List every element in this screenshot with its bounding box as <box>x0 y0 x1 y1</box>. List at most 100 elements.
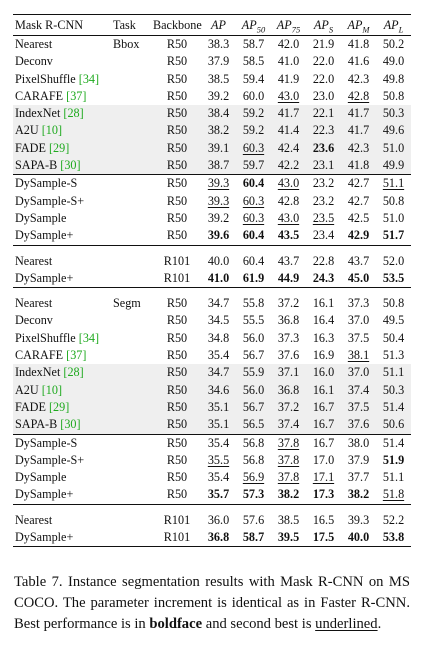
value-text: 37.7 <box>347 470 370 485</box>
cell-value: 35.7 <box>201 486 236 504</box>
cell-value: 43.0 <box>271 174 306 193</box>
cell-value: 16.0 <box>306 364 341 382</box>
cell-value: 59.7 <box>236 157 271 175</box>
value-text: 17.5 <box>312 530 335 545</box>
value-text: 41.4 <box>277 123 300 138</box>
value-text: 38.5 <box>277 512 300 527</box>
value-text: 37.1 <box>277 365 300 380</box>
cell-task <box>113 253 153 270</box>
value-text: 51.3 <box>382 348 405 363</box>
value-text: 23.4 <box>312 228 335 243</box>
cell-value: 17.0 <box>306 452 341 469</box>
table-row: SAPA-B [30] R50 38.7 59.7 42.2 23.1 41.8 49.9 <box>13 157 411 175</box>
cell-value: 22.0 <box>306 71 341 88</box>
cell-value: 42.3 <box>341 139 376 158</box>
value-text: 42.0 <box>277 37 300 51</box>
cell-backbone: R50 <box>166 348 188 363</box>
value-text: 49.9 <box>382 158 405 173</box>
cell-value: 37.8 <box>271 469 306 486</box>
cell-value: 37.5 <box>341 330 376 347</box>
value-text: 50.3 <box>382 106 405 121</box>
cell-value: 53.5 <box>376 270 411 288</box>
value-text: 56.9 <box>242 470 265 485</box>
method-name: Nearest <box>15 296 53 311</box>
cell-method: A2U [10] <box>13 122 113 140</box>
cell-value: 58.7 <box>236 36 271 54</box>
table-row: IndexNet [28] R50 38.4 59.2 41.7 22.1 41.7 50.3 <box>13 105 411 123</box>
cell-value: 55.8 <box>236 295 271 312</box>
value-text: 35.4 <box>207 470 230 485</box>
value-text: 21.9 <box>312 37 335 51</box>
method-name: A2U <box>15 382 42 397</box>
citation-link[interactable]: [29] <box>48 140 70 155</box>
method-name: Deconv <box>15 54 53 69</box>
value-text: 53.5 <box>382 270 405 285</box>
group-gap <box>13 503 411 512</box>
group-gap-cell <box>13 244 411 253</box>
value-text: 37.8 <box>277 435 300 450</box>
method-name: DySample-S <box>15 435 78 450</box>
citation-link[interactable]: [30] <box>60 417 81 432</box>
cell-value: 37.3 <box>271 330 306 347</box>
cell-value: 51.8 <box>376 486 411 504</box>
cell-task <box>113 105 153 123</box>
citation-link[interactable]: [10] <box>41 382 63 397</box>
citation-link[interactable]: [28] <box>63 106 84 121</box>
cell-value: 16.7 <box>306 398 341 417</box>
cell-value: 37.8 <box>271 433 306 452</box>
cell-value: 38.5 <box>201 71 236 88</box>
citation-link[interactable]: [10] <box>41 123 63 138</box>
citation-link[interactable]: [28] <box>63 365 84 380</box>
cell-backbone: R50 <box>166 313 188 328</box>
value-text: 52.2 <box>382 512 405 527</box>
cell-value: 41.7 <box>341 122 376 140</box>
header-method: Mask R-CNN <box>13 14 113 36</box>
value-text: 38.2 <box>207 123 230 138</box>
value-text: 42.7 <box>347 193 370 208</box>
cell-task <box>113 270 153 288</box>
value-text: 17.1 <box>312 470 335 485</box>
header-apl-sub: L <box>398 24 404 35</box>
cell-task <box>113 88 153 105</box>
cell-value: 50.3 <box>376 105 411 123</box>
cell-value: 55.9 <box>236 364 271 382</box>
citation-link[interactable]: [37] <box>66 348 87 363</box>
table-row: PixelShuffle [34] R50 34.8 56.0 37.3 16.3 37.5… <box>13 330 411 347</box>
citation-link[interactable]: [37] <box>66 88 87 103</box>
cell-task <box>113 193 153 210</box>
value-text: 36.8 <box>277 313 300 328</box>
group-gap <box>13 287 411 296</box>
citation-link[interactable]: [30] <box>60 158 81 173</box>
cell-value: 42.4 <box>271 139 306 158</box>
cell-method: DySample+ <box>13 227 113 245</box>
value-text: 58.7 <box>242 37 265 51</box>
value-text: 37.6 <box>347 417 370 432</box>
cell-task <box>113 210 153 227</box>
cell-value: 37.0 <box>341 364 376 382</box>
value-text: 44.9 <box>277 270 300 285</box>
citation-link[interactable]: [34] <box>78 330 100 345</box>
value-text: 42.7 <box>347 176 370 191</box>
header-ap75: AP75 <box>271 14 306 36</box>
cell-backbone: R50 <box>153 174 201 193</box>
cell-method: PixelShuffle [34] <box>13 330 113 347</box>
method-name: DySample+ <box>15 530 74 545</box>
cell-backbone: R50 <box>153 364 201 382</box>
value-text: 23.0 <box>312 88 335 103</box>
value-text: 39.3 <box>207 193 230 208</box>
cell-backbone: R50 <box>153 398 201 417</box>
cell-value: 17.3 <box>306 486 341 504</box>
value-text: 17.0 <box>312 452 335 467</box>
cell-method: SAPA-B [30] <box>13 416 113 435</box>
header-aps-main: AP <box>313 18 329 32</box>
cell-task <box>113 381 153 399</box>
cell-value: 41.6 <box>341 53 376 70</box>
citation-link[interactable]: [29] <box>48 399 70 414</box>
value-text: 16.0 <box>312 365 335 380</box>
table-row: A2U [10] R50 38.2 59.2 41.4 22.3 41.7 49.6 <box>13 122 411 140</box>
value-text: 22.3 <box>312 123 335 138</box>
header-task: Task <box>113 14 153 36</box>
cell-value: 34.6 <box>201 381 236 399</box>
cell-method: Nearest <box>13 253 113 270</box>
citation-link[interactable]: [34] <box>78 71 100 86</box>
